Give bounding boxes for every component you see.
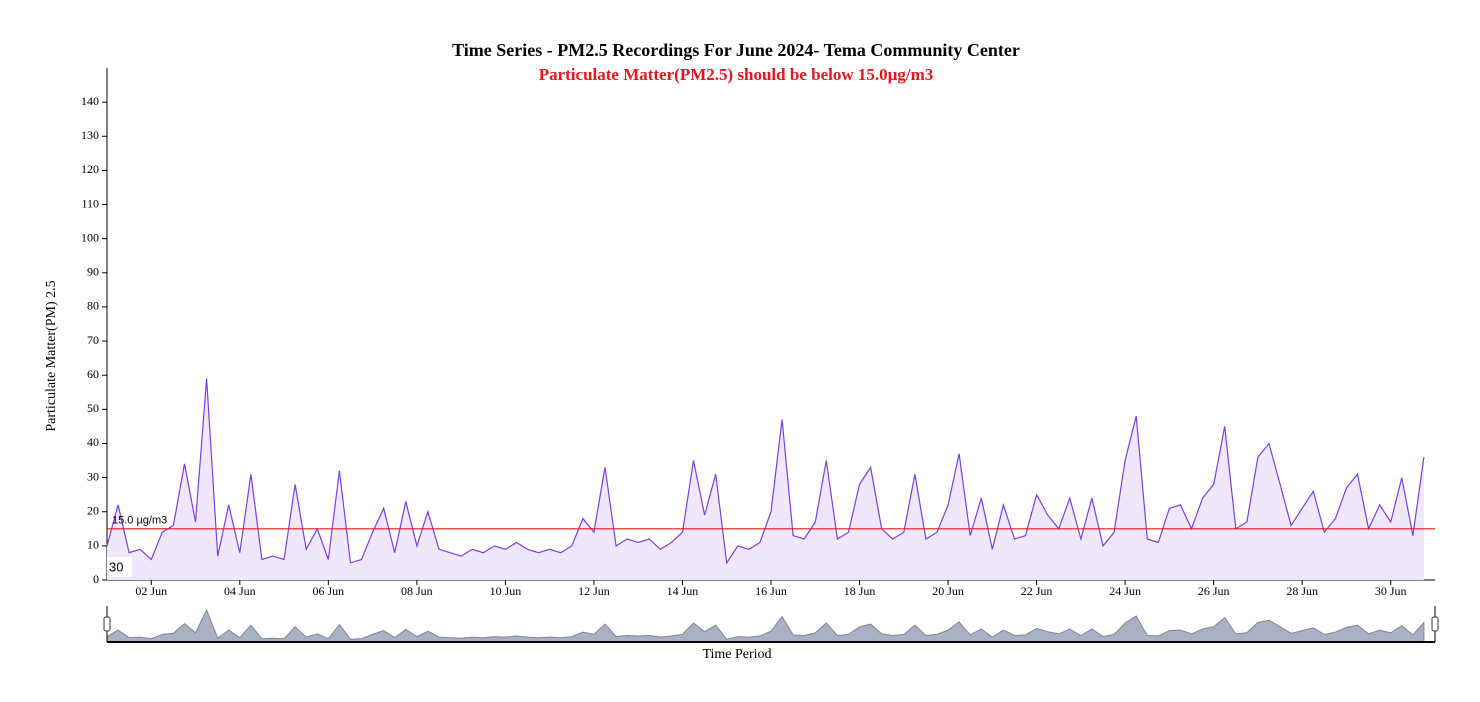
x-tick-label: 04 Jun <box>224 584 256 598</box>
data-line <box>106 378 1425 565</box>
y-tick-label: 30 <box>87 469 99 483</box>
y-tick-label: 110 <box>81 196 99 210</box>
y-tick-label: 130 <box>81 128 99 142</box>
x-tick-label: 24 Jun <box>1109 584 1141 598</box>
y-axis-title: Particulate Matter(PM) 2.5 <box>44 280 59 431</box>
x-tick-label: 22 Jun <box>1021 584 1053 598</box>
x-axis-title: Time Period <box>702 647 771 662</box>
x-tick-label: 06 Jun <box>312 584 344 598</box>
x-tick-label: 28 Jun <box>1286 584 1318 598</box>
y-tick-label: 40 <box>87 435 99 449</box>
threshold-label: 15.0 µg/m3 <box>112 515 167 527</box>
y-tick-label: 90 <box>87 265 99 279</box>
y-tick-label: 10 <box>87 538 99 552</box>
area-fill <box>107 378 1424 580</box>
x-tick-label: 16 Jun <box>755 584 787 598</box>
y-tick-label: 80 <box>87 299 99 313</box>
y-tick-label: 20 <box>87 503 99 517</box>
y-tick-label: 0 <box>93 572 99 586</box>
x-tick-label: 10 Jun <box>490 584 522 598</box>
chart-subtitle: Particulate Matter(PM2.5) should be belo… <box>539 65 934 84</box>
navigator-handle <box>1431 616 1439 632</box>
y-tick-label: 70 <box>87 333 99 347</box>
x-tick-label: 30 Jun <box>1375 584 1407 598</box>
x-tick-label: 26 Jun <box>1198 584 1230 598</box>
x-tick-label: 14 Jun <box>667 584 699 598</box>
y-tick-label: 50 <box>87 401 99 415</box>
chart-title: Time Series - PM2.5 Recordings For June … <box>452 40 1020 60</box>
x-tick-label: 08 Jun <box>401 584 433 598</box>
annotation: 30 <box>109 559 123 574</box>
y-tick-label: 120 <box>81 162 99 176</box>
x-tick-label: 20 Jun <box>932 584 964 598</box>
x-tick-label: 12 Jun <box>578 584 610 598</box>
y-tick-label: 140 <box>81 94 99 108</box>
x-tick-label: 18 Jun <box>844 584 876 598</box>
x-tick-label: 02 Jun <box>135 584 167 598</box>
navigator-handle <box>103 616 111 632</box>
annotation-box <box>107 557 132 577</box>
y-tick-label: 60 <box>87 367 99 381</box>
y-tick-label: 100 <box>81 230 99 244</box>
navigator-area <box>106 608 1425 643</box>
